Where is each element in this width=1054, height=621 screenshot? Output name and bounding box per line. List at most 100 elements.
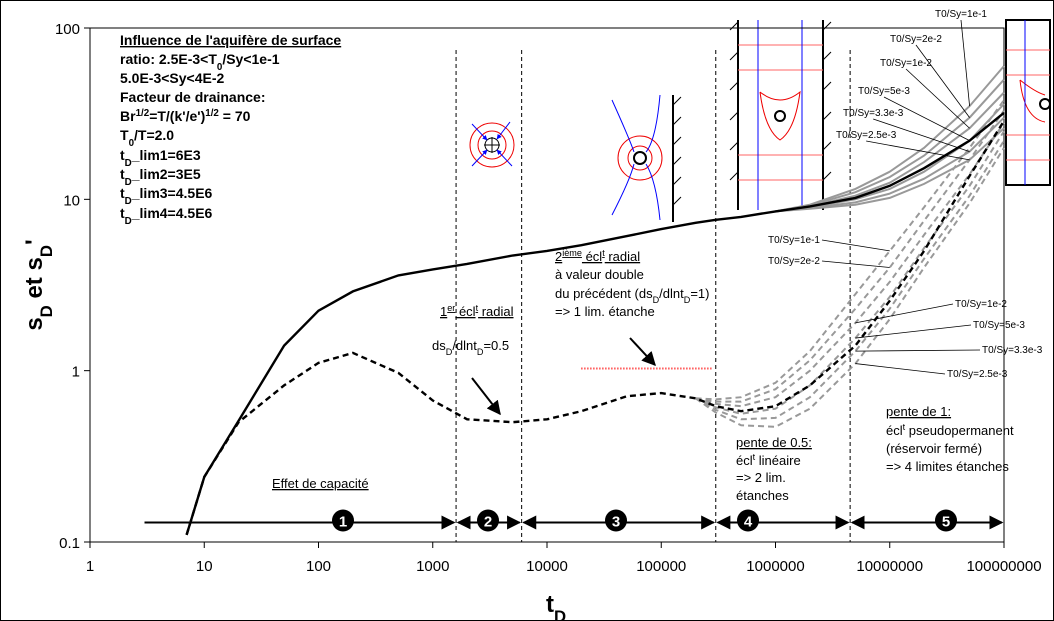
text-part: ième	[562, 248, 582, 258]
text-part: =T/(k'/e')	[149, 108, 205, 124]
text-part: t	[753, 452, 756, 462]
zone-badge	[737, 509, 759, 532]
x-tick-label: 1000	[416, 558, 449, 575]
series-label: T0/Sy=2e-2	[890, 34, 942, 45]
label-leader	[905, 68, 970, 129]
series-label: T0/Sy=3.3e-3	[982, 345, 1043, 356]
zone-badge	[477, 509, 499, 532]
text-part: étanches	[736, 488, 789, 503]
annotation: 1er éclt radial	[440, 303, 514, 319]
text-part: /dlnt	[659, 286, 684, 301]
label-leader	[855, 303, 954, 324]
text-part: pente de 1:	[886, 404, 951, 419]
pointer-arrow	[629, 337, 656, 367]
annotation: => 2 lim.	[736, 470, 786, 485]
x-tick-label: 1000000	[746, 558, 804, 575]
zone-number: 5	[942, 513, 950, 530]
text-part: ratio: 2.5E-3<T	[120, 51, 217, 67]
text-part: D	[653, 295, 660, 305]
text-part: Br	[120, 108, 136, 124]
label-leader	[855, 324, 972, 339]
text-part: _lim2=3E5	[131, 166, 201, 182]
text-part: du précédent (ds	[555, 286, 653, 301]
series-label: T0/Sy=1e-1	[935, 9, 987, 20]
annotation: éclt linéaire	[736, 452, 801, 468]
text-part: et s	[21, 257, 48, 305]
text-part: D	[446, 347, 453, 357]
zone-badge	[332, 509, 354, 532]
text-part: 2	[555, 249, 562, 264]
text-part: écl	[886, 423, 903, 438]
y-tick-label: 100	[55, 21, 80, 38]
label-leader	[873, 118, 970, 152]
text-part: t	[120, 185, 125, 201]
x-tick-label: 10	[196, 558, 213, 575]
label-leader	[883, 96, 970, 142]
series-label: T0/Sy=5e-3	[858, 86, 910, 97]
icon-closed	[1005, 19, 1051, 186]
text-part: T	[120, 127, 129, 143]
label-leader	[855, 363, 946, 375]
text-part: 0	[217, 62, 223, 73]
text-part: /T=2.0	[134, 127, 174, 143]
text-part: 1/2	[136, 108, 150, 119]
text-part: t	[120, 205, 125, 221]
text-part: er	[447, 303, 455, 313]
text-part: t	[476, 303, 479, 313]
x-tick-label: 100000000	[966, 558, 1041, 575]
text-part: 5.0E-3<Sy<4E-2	[120, 70, 225, 86]
text-part: D	[125, 216, 132, 227]
series-label: T0/Sy=3.3e-3	[843, 108, 904, 119]
info-line: tD_lim1=6E3	[120, 147, 201, 169]
label-leader	[866, 140, 970, 161]
x-tick-label: 100000	[636, 558, 686, 575]
label-leader	[821, 239, 890, 252]
annotation: étanches	[736, 488, 789, 503]
text-part: radial	[478, 304, 514, 319]
text-part: 0	[129, 138, 135, 149]
zone-number: 3	[612, 513, 620, 530]
series-line	[185, 111, 1005, 536]
text-part: Influence de l'aquifère de surface	[120, 32, 341, 48]
text-part: écl	[455, 304, 475, 319]
series-line	[185, 120, 1006, 536]
annotation: (réservoir fermé)	[886, 441, 982, 456]
series-line	[695, 122, 1005, 408]
annotation: éclt pseudopermanent	[886, 422, 1014, 438]
text-part: pente de 0.5:	[736, 435, 812, 450]
text-part: pseudopermanent	[905, 423, 1014, 438]
text-part: t	[602, 248, 605, 258]
x-tick-label: 100	[306, 558, 331, 575]
y-tick-label: 10	[63, 192, 80, 209]
text-part: t	[546, 591, 554, 618]
series-line	[695, 130, 1005, 415]
text-part: ds	[432, 338, 446, 353]
series-line	[695, 109, 1005, 403]
zone-badge	[935, 509, 957, 532]
info-line: Influence de l'aquifère de surface	[120, 32, 341, 48]
zone-number: 4	[744, 513, 753, 530]
annotation: => 4 limites étanches	[886, 459, 1009, 474]
info-line: tD_lim3=4.5E6	[120, 185, 213, 207]
text-part: => 4 limites étanches	[886, 459, 1009, 474]
label-leader	[821, 260, 890, 268]
text-part: 1/2	[205, 108, 219, 119]
x-tick-label: 1	[86, 558, 94, 575]
text-part: D	[125, 158, 132, 169]
annotation: du précédent (dsD/dlntD=1)	[555, 286, 709, 305]
plot-area	[89, 27, 1005, 543]
text-part: '	[21, 239, 48, 245]
info-line: 5.0E-3<Sy<4E-2	[120, 70, 225, 86]
series-line	[695, 140, 1005, 421]
text-part: _lim1=6E3	[131, 147, 201, 163]
text-part: s	[21, 317, 48, 330]
text-part: à valeur double	[555, 267, 644, 282]
x-tick-label: 10000000	[856, 558, 923, 575]
text-part: /Sy<1e-1	[222, 51, 279, 67]
text-part: D	[37, 245, 56, 257]
y-tick-label: 1	[72, 364, 80, 381]
info-line: T0/T=2.0	[120, 127, 174, 149]
annotation: pente de 0.5:	[736, 435, 812, 450]
